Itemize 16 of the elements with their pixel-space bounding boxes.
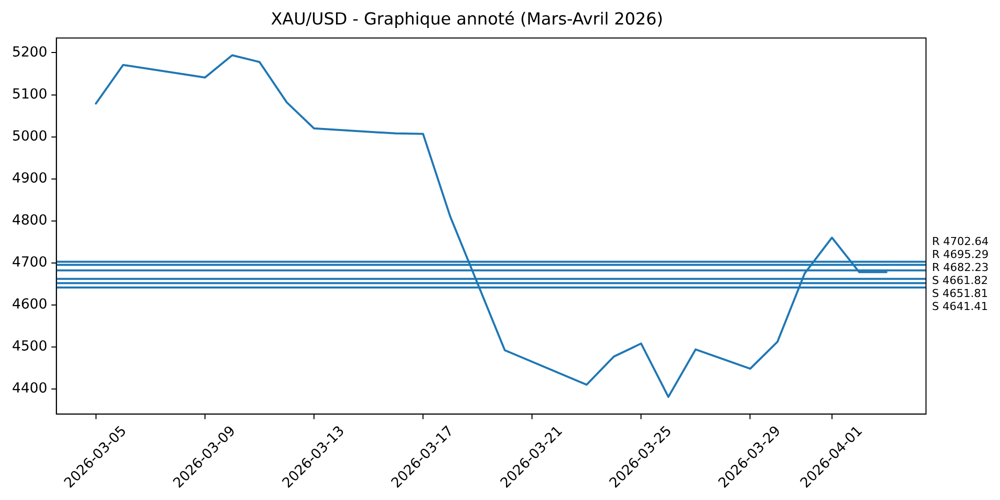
y-tick-label: 4800 — [12, 212, 48, 228]
ref-line-label: R 4682.23 — [932, 260, 989, 274]
ref-line-label: R 4695.29 — [932, 248, 989, 261]
ref-line-label: R 4702.64 — [932, 234, 989, 248]
y-tick-label: 4900 — [12, 170, 48, 186]
y-tick-label: 4700 — [12, 254, 48, 270]
y-tick-label: 5100 — [12, 86, 48, 102]
chart-title: XAU/USD - Graphique annoté (Mars-Avril 2026) — [270, 8, 664, 28]
ref-line-label: S 4641.41 — [932, 300, 988, 313]
ref-line-label: S 4651.81 — [932, 286, 988, 300]
ref-line-label: S 4661.82 — [932, 274, 988, 287]
y-tick-label: 4500 — [12, 338, 48, 354]
y-tick-label: 5000 — [12, 128, 48, 144]
y-tick-label: 4400 — [12, 380, 48, 397]
y-tick-label: 5200 — [12, 44, 48, 60]
y-tick-label: 4600 — [12, 296, 48, 312]
